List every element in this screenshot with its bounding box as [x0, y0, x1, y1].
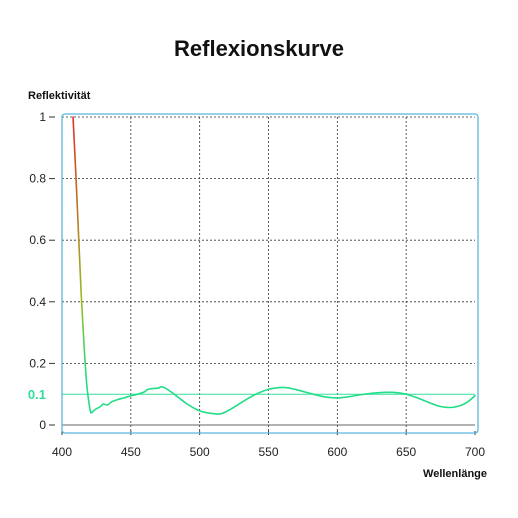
- series-group: [72, 116, 476, 415]
- x-tick-label: 650: [396, 445, 416, 459]
- x-tick-label: 500: [190, 445, 210, 459]
- y-tick-label: 0: [39, 418, 46, 432]
- chart-title: Reflexionskurve: [174, 36, 344, 61]
- x-tick-label: 600: [327, 445, 347, 459]
- x-tick-label: 550: [258, 445, 278, 459]
- y-tick-label: 0.2: [29, 356, 46, 370]
- y-tick-label: 0.6: [29, 233, 46, 247]
- reflectivity-series-line: [72, 116, 476, 415]
- reference-line-label: 0.1: [28, 387, 46, 402]
- y-tick-label: 0.8: [29, 172, 46, 186]
- x-tick-label: 400: [52, 445, 72, 459]
- x-axis-label: Wellenlänge: [423, 468, 487, 480]
- y-axis-label: Reflektivität: [28, 90, 91, 102]
- tick-labels: 400 450 500 550 600 650 700 0 0.2 0.4 0.6 0.8 1: [29, 110, 485, 459]
- grid: [62, 116, 475, 431]
- x-tick-label: 700: [465, 445, 485, 459]
- y-tick-label: 1: [39, 110, 46, 124]
- x-tick-label: 450: [121, 445, 141, 459]
- plot-frame: [61, 113, 479, 434]
- y-tick-label: 0.4: [29, 295, 46, 309]
